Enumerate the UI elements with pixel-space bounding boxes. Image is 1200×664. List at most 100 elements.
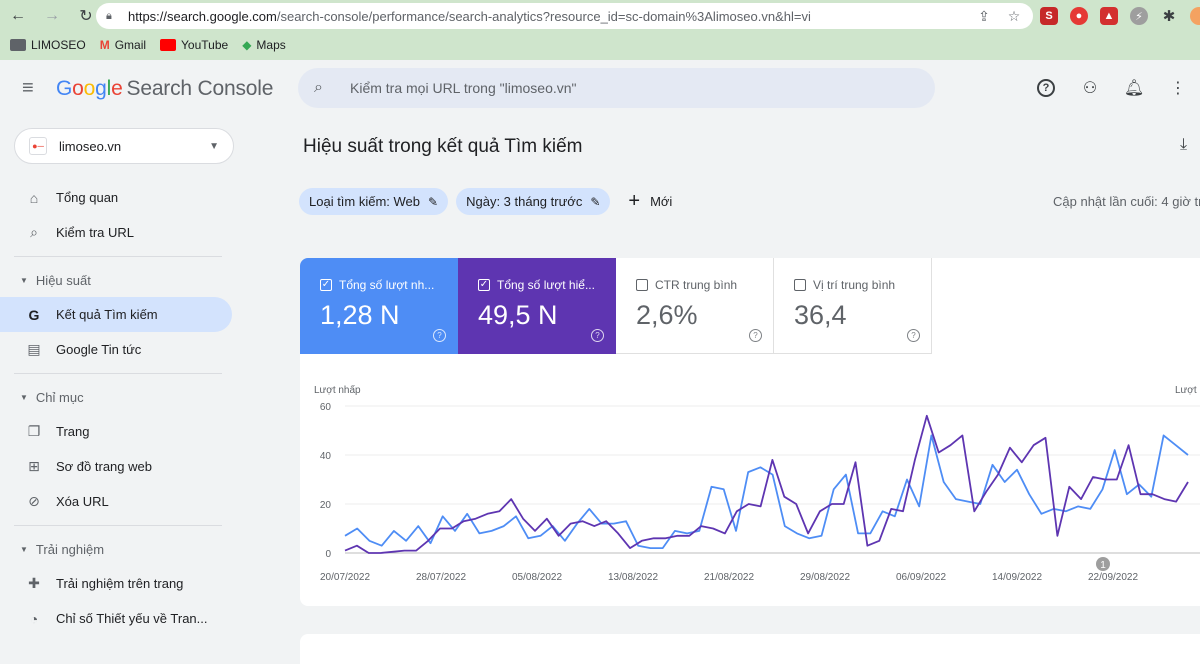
header-actions: ? ⚇ 🔔︎ ⋮ <box>1036 78 1188 98</box>
metric-average-ctr[interactable]: CTR trung bình 2,6% ? <box>616 258 774 354</box>
address-bar[interactable]: 🔒︎ https://search.google.com/search-cons… <box>96 3 1033 29</box>
page-title: Hiệu suất trong kết quả Tìm kiếm <box>303 136 583 157</box>
forward-icon[interactable]: → <box>44 7 60 24</box>
help-icon[interactable]: ? <box>433 329 446 342</box>
browser-chrome: ← → ↻ 🔒︎ https://search.google.com/searc… <box>0 0 1200 60</box>
sidebar-item-overview[interactable]: ⌂ Tổng quan <box>0 180 232 215</box>
page-experience-icon: ✚ <box>28 575 40 591</box>
bookmark-star-icon[interactable]: ☆ <box>1007 7 1021 24</box>
sidebar-item-page-experience[interactable]: ✚ Trải nghiệm trên trang <box>0 566 232 601</box>
sidebar-item-search-results[interactable]: G Kết quả Tìm kiếm <box>0 297 232 332</box>
x-tick-label: 05/08/2022 <box>512 572 562 583</box>
help-icon[interactable]: ? <box>591 329 604 342</box>
performance-chart[interactable]: Lượt nhấp Lượt 0 20 40 60 20/07/2022 28/07/2022… <box>300 368 1200 598</box>
bookmark-limoseo[interactable]: LIMOSEO <box>10 38 86 52</box>
maps-icon: ◆ <box>242 38 252 52</box>
search-console-logo[interactable]: Google Search Console <box>56 77 274 100</box>
property-name: limoseo.vn <box>59 138 122 154</box>
extension-2-icon[interactable]: ● <box>1070 7 1088 25</box>
edit-icon: ✎ <box>428 194 439 209</box>
metric-total-impressions[interactable]: ✓ Tổng số lượt hiể... 49,5 N ? <box>458 258 616 354</box>
section-performance[interactable]: ▼ Hiệu suất <box>20 272 91 288</box>
site-favicon: ●─ <box>29 137 47 155</box>
bookmarks-bar: LIMOSEO M Gmail YouTube ◆ Maps <box>10 36 286 54</box>
metric-value: 1,28 N <box>320 300 400 330</box>
add-filter-button[interactable]: + Mới <box>628 190 673 212</box>
lock-icon: 🔒︎ <box>106 9 112 22</box>
x-tick-label: 22/09/2022 <box>1088 572 1138 583</box>
sidebar-item-pages[interactable]: ❐ Trang <box>27 423 90 439</box>
bookmark-gmail[interactable]: M Gmail <box>99 38 147 52</box>
x-tick-label: 14/09/2022 <box>992 572 1042 583</box>
help-icon[interactable]: ? <box>1036 78 1056 98</box>
sidebar-item-google-news[interactable]: ▤ Google Tin tức <box>27 341 142 357</box>
performance-card: ✓ Tổng số lượt nh... 1,28 N ? ✓ Tổng số lư… <box>300 258 1200 606</box>
checkbox-checked[interactable]: ✓ <box>478 279 490 291</box>
x-tick-label: 28/07/2022 <box>416 572 466 583</box>
metric-tabs: ✓ Tổng số lượt nh... 1,28 N ? ✓ Tổng số lư… <box>300 258 932 354</box>
search-icon: ⌕ <box>314 79 323 96</box>
metric-total-clicks[interactable]: ✓ Tổng số lượt nh... 1,28 N ? <box>300 258 458 354</box>
sidebar-item-sitemaps[interactable]: ⊞ Sơ đồ trang web <box>0 449 232 484</box>
profile-avatar[interactable] <box>1190 7 1200 25</box>
reload-icon[interactable]: ↻ <box>79 8 93 25</box>
y-tick-label: 20 <box>320 500 332 511</box>
sitemap-icon: ⊞ <box>28 458 40 474</box>
filter-chip-search-type[interactable]: Loại tìm kiếm: Web ✎ <box>299 188 449 215</box>
metric-average-position[interactable]: Vị trí trung bình 36,4 ? <box>774 258 932 354</box>
filter-chip-date[interactable]: Ngày: 3 tháng trước ✎ <box>456 188 611 215</box>
last-updated: Cập nhật lần cuối: 4 giờ trư <box>1053 194 1200 209</box>
bell-icon[interactable]: 🔔︎ <box>1123 80 1145 97</box>
y-tick-label: 0 <box>325 549 331 560</box>
caret-down-icon: ▼ <box>20 544 28 554</box>
url-inspection-search[interactable]: ⌕ Kiểm tra mọi URL trong "limoseo.vn" <box>298 68 935 108</box>
divider <box>14 256 222 257</box>
help-icon[interactable]: ? <box>749 329 762 342</box>
annotation-marker <box>1096 557 1110 571</box>
sidebar-nav: ⌂ Tổng quan ⌕ Kiểm tra URL ▼ Hiệu suất G Kết… <box>0 180 240 636</box>
extension-4-icon[interactable]: ⚡ <box>1130 7 1148 25</box>
removal-icon: ⊘ <box>28 493 40 509</box>
sidebar-item-removals[interactable]: ⊘ Xóa URL <box>0 484 232 519</box>
sidebar-item-url-inspection[interactable]: ⌕ Kiểm tra URL <box>0 215 232 250</box>
extension-3-icon[interactable]: ▲ <box>1100 7 1118 25</box>
google-g-icon: G <box>28 306 40 323</box>
y-tick-label: 40 <box>320 451 332 462</box>
series-line-1 <box>344 414 1189 554</box>
section-experience[interactable]: ▼ Trải nghiệm <box>20 541 105 557</box>
x-tick-label: 29/08/2022 <box>800 572 850 583</box>
users-settings-icon[interactable]: ⚇ <box>1082 80 1098 97</box>
checkbox-unchecked[interactable] <box>636 279 648 291</box>
news-icon: ▤ <box>27 341 41 357</box>
home-icon: ⌂ <box>29 189 39 206</box>
puzzle-icon[interactable]: ✱ <box>1162 8 1176 25</box>
help-icon[interactable]: ? <box>907 329 920 342</box>
annotation-label: 1 <box>1100 560 1106 571</box>
bookmark-youtube[interactable]: YouTube <box>160 38 228 52</box>
bookmark-maps[interactable]: ◆ Maps <box>242 38 286 52</box>
metric-value: 49,5 N <box>478 300 558 330</box>
x-tick-label: 06/09/2022 <box>896 572 946 583</box>
x-tick-label: 13/08/2022 <box>608 572 658 583</box>
search-placeholder: Kiểm tra mọi URL trong "limoseo.vn" <box>350 80 577 96</box>
metric-value: 2,6% <box>636 300 698 330</box>
apps-grid-icon[interactable]: ⋮ <box>1170 80 1186 97</box>
section-indexing[interactable]: ▼ Chỉ mục <box>20 389 84 405</box>
caret-down-icon: ▼ <box>20 392 28 402</box>
checkbox-unchecked[interactable] <box>794 279 806 291</box>
extensions-bar: S ● ▲ ⚡ ✱ <box>1040 4 1200 28</box>
url-text[interactable]: https://search.google.com/search-console… <box>128 8 811 24</box>
divider <box>14 525 222 526</box>
sidebar-item-core-web-vitals[interactable]: ◔ Chỉ số Thiết yếu về Tran... <box>0 601 232 636</box>
caret-down-icon: ▼ <box>20 275 28 285</box>
download-icon[interactable]: ⤓ <box>1180 136 1188 153</box>
menu-icon[interactable]: ≡ <box>22 77 34 99</box>
y-tick-label: 60 <box>320 402 332 413</box>
checkbox-checked[interactable]: ✓ <box>320 279 332 291</box>
share-icon[interactable]: ⇪ <box>978 7 990 24</box>
extension-1-icon[interactable]: S <box>1040 7 1058 25</box>
property-selector[interactable]: ●─ limoseo.vn ▼ <box>14 128 234 164</box>
divider <box>14 373 222 374</box>
back-icon[interactable]: ← <box>10 7 26 24</box>
plus-icon: + <box>628 190 641 212</box>
